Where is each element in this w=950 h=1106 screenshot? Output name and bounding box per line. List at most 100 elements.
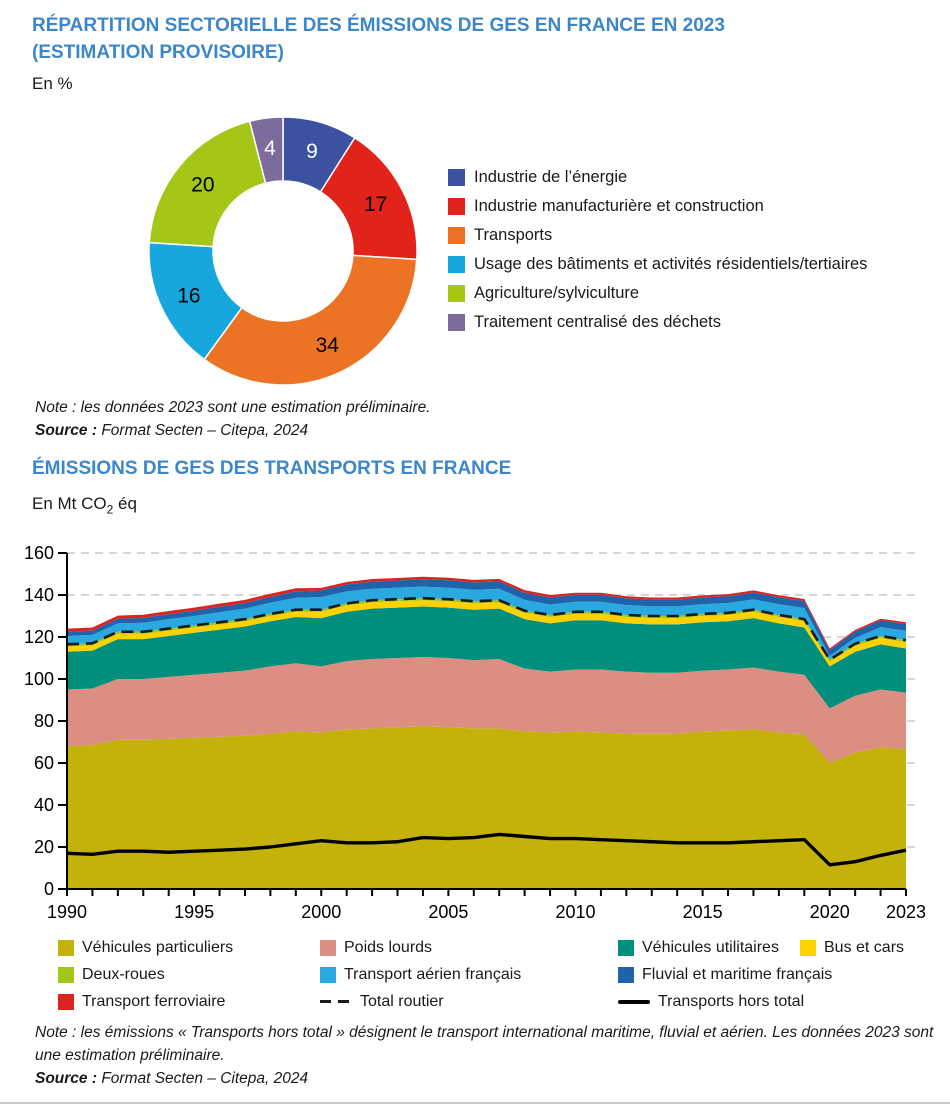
legend-swatch (448, 256, 465, 273)
legend-item: Agriculture/sylviculture (448, 279, 867, 308)
legend-swatch (448, 285, 465, 302)
legend-item: Bus et cars (800, 939, 946, 957)
area-series-fluvial-et-maritime-fran-ais (67, 579, 906, 656)
donut-chart: 9 17 34 16 20 4 (148, 116, 418, 386)
y-tick-label: 40 (34, 795, 54, 815)
legend-item: Véhicules particuliers (58, 939, 320, 957)
chart2-note: Note : les émissions « Transports hors t… (35, 1021, 940, 1090)
legend-swatch (448, 169, 465, 186)
legend-swatch (448, 314, 465, 331)
legend-label: Usage des bâtiments et activités résiden… (474, 255, 868, 273)
legend-item: Industrie de l’énergie (448, 163, 867, 192)
legend-label: Transports hors total (658, 992, 805, 1010)
legend-label: Fluvial et maritime français (642, 965, 833, 983)
y-tick-label: 140 (24, 585, 54, 605)
legend-swatch (618, 939, 634, 956)
x-tick-label: 2010 (555, 902, 595, 922)
x-tick-label: 1990 (47, 902, 87, 922)
area-series-transport-ferroviaire (67, 576, 906, 651)
donut-segment (203, 254, 418, 386)
donut-value-label: 16 (177, 284, 200, 307)
source-label: Source : (35, 1070, 98, 1087)
legend-label: Deux-roues (82, 965, 165, 983)
note-label: Note : (35, 399, 77, 416)
y-tick-label: 100 (24, 669, 54, 689)
legend-item: Transport ferroviaire (58, 993, 320, 1011)
source-line: Source : Format Secten – Citepa, 2024 (35, 419, 915, 442)
legend-item: Industrie manufacturière et construction (448, 192, 867, 221)
area-series-v-hicules-utilitaires (67, 606, 906, 709)
x-tick-label: 2023 (886, 902, 926, 922)
y-tick-label: 160 (24, 543, 54, 563)
legend-swatch (58, 993, 74, 1010)
legend-label: Véhicules utilitaires (642, 938, 779, 956)
donut-segment (248, 116, 284, 185)
legend-label: Poids lourds (344, 938, 433, 956)
legend-label: Transports (474, 226, 553, 244)
legend-item: Véhicules utilitaires (618, 939, 800, 957)
x-tick-label: 1995 (174, 902, 214, 922)
source-text: Format Secten – Citepa, 2024 (97, 422, 309, 439)
y-tick-label: 20 (34, 837, 54, 857)
area-legend: Véhicules particuliers Poids lourds Véhicu… (58, 934, 946, 1015)
chart2-title: ÉMISSIONS DE GES DES TRANSPORTS EN FRANC… (32, 458, 512, 479)
area-series-bus-et-cars (67, 600, 906, 667)
unit-suffix: éq (113, 494, 137, 513)
source-line: Source : Format Secten – Citepa, 2024 (35, 1067, 940, 1090)
donut-legend: Industrie de l’énergie Industrie manufact… (448, 163, 867, 337)
legend-swatch (320, 939, 336, 956)
legend-swatch (618, 966, 634, 983)
hors-total-line (66, 832, 907, 867)
chart1-unit-label: En % (32, 74, 73, 93)
legend-swatch (448, 227, 465, 244)
legend-item: Transport aérien français (320, 966, 618, 984)
donut-value-label: 9 (306, 140, 318, 163)
x-tick-label: 2000 (301, 902, 341, 922)
y-tick-label: 120 (24, 627, 54, 647)
chart1-note: Note : les données 2023 sont une estimat… (35, 396, 915, 442)
y-tick-label: 80 (34, 711, 54, 731)
legend-swatch (448, 198, 465, 215)
legend-item: Transports (448, 221, 867, 250)
area-chart: 0 20 40 60 80 100 120 140 160 1990 1995 2000 2005 201… (24, 543, 926, 922)
donut-segment (148, 120, 267, 248)
legend-swatch (800, 939, 816, 956)
unit-prefix: En Mt CO (32, 494, 107, 513)
legend-swatch (58, 966, 74, 983)
legend-item: Transports hors total (618, 993, 804, 1011)
note-text: les émissions « Transports hors total » … (35, 1024, 934, 1064)
solid-line-swatch (618, 999, 650, 1004)
y-tick-label: 60 (34, 753, 54, 773)
legend-label: Agriculture/sylviculture (474, 284, 640, 302)
chart1-title: RÉPARTITION SECTORIELLE DES ÉMISSIONS DE… (32, 12, 912, 66)
legend-label: Traitement centralisé des déchets (474, 313, 722, 331)
area-series-v-hicules-particuliers (67, 726, 906, 889)
source-text: Format Secten – Citepa, 2024 (97, 1070, 309, 1087)
note-text: les données 2023 sont une estimation pré… (76, 399, 431, 416)
y-tick-label: 0 (44, 879, 54, 899)
donut-value-label: 4 (264, 137, 276, 160)
legend-label: Industrie de l’énergie (474, 168, 628, 186)
legend-item: Traitement centralisé des déchets (448, 308, 867, 337)
legend-label: Transport aérien français (344, 965, 522, 983)
area-series-transport-a-rien-fran-ais (67, 586, 906, 660)
legend-item: Deux-roues (58, 966, 320, 984)
note-line: Note : les émissions « Transports hors t… (35, 1021, 940, 1067)
legend-label: Transport ferroviaire (82, 992, 226, 1010)
note-line: Note : les données 2023 sont une estimat… (35, 396, 915, 419)
legend-item: Poids lourds (320, 939, 618, 957)
total-routier-line (66, 596, 907, 662)
x-tick-label: 2015 (683, 902, 723, 922)
chart1-title-line1: RÉPARTITION SECTORIELLE DES ÉMISSIONS DE… (32, 15, 725, 36)
legend-item: Fluvial et maritime français (618, 966, 832, 984)
legend-swatch (320, 966, 336, 983)
legend-item: Total routier (320, 993, 618, 1011)
legend-item: Usage des bâtiments et activités résiden… (448, 250, 867, 279)
area-series-poids-lourds (67, 656, 906, 763)
chart2-unit-label: En Mt CO2 éq (32, 494, 137, 516)
source-label: Source : (35, 422, 98, 439)
chart1-title-line2: (ESTIMATION PROVISOIRE) (32, 42, 284, 63)
x-tick-label: 2020 (810, 902, 850, 922)
x-tick-label: 2005 (428, 902, 468, 922)
